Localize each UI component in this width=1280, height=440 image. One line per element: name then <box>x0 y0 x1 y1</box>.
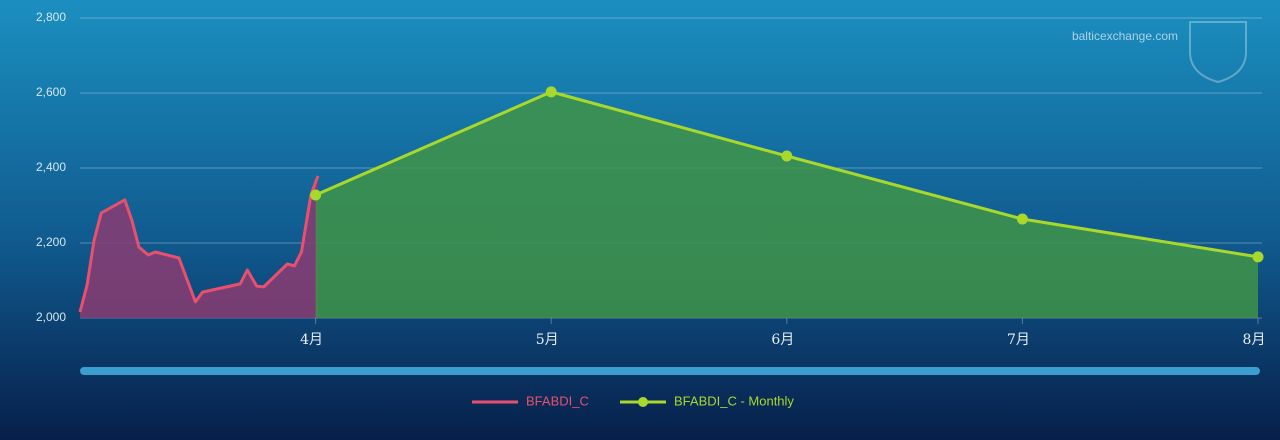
series-area <box>315 91 1259 318</box>
legend-label: BFABDI_C <box>526 393 589 408</box>
legend-label: BFABDI_C - Monthly <box>674 393 794 408</box>
watermark: balticexchange.com <box>1072 29 1178 43</box>
point-marker <box>545 86 557 98</box>
y-tick-label: 2,800 <box>36 10 66 24</box>
y-tick-label: 2,200 <box>36 235 66 249</box>
point-marker <box>1016 213 1028 225</box>
scrollbar[interactable] <box>80 367 1260 375</box>
x-tick-label: 7月 <box>1007 332 1030 348</box>
x-tick-label: 8月 <box>1243 332 1266 348</box>
y-tick-label: 2,400 <box>36 160 66 174</box>
y-tick-label: 2,600 <box>36 85 66 99</box>
watermark-logo <box>1189 21 1247 84</box>
series-area <box>80 175 318 318</box>
legend-marker <box>638 397 648 407</box>
point-marker <box>310 189 322 201</box>
point-marker <box>1252 251 1264 263</box>
point-marker <box>781 150 793 162</box>
x-tick-label: 4月 <box>300 332 323 348</box>
series-line <box>78 175 320 313</box>
x-tick-label: 5月 <box>536 332 559 348</box>
y-tick-label: 2,000 <box>36 310 66 324</box>
x-tick-label: 6月 <box>771 332 794 348</box>
